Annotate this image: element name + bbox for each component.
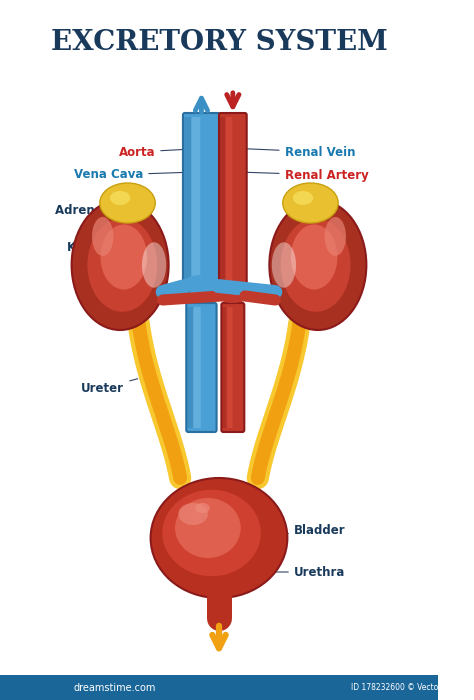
Ellipse shape (293, 191, 313, 205)
Ellipse shape (178, 503, 208, 525)
Ellipse shape (142, 242, 166, 288)
FancyBboxPatch shape (222, 307, 228, 428)
FancyBboxPatch shape (191, 117, 201, 293)
FancyBboxPatch shape (184, 117, 191, 293)
FancyBboxPatch shape (0, 675, 438, 700)
Ellipse shape (309, 202, 325, 216)
Ellipse shape (100, 225, 147, 290)
Text: Bladder: Bladder (277, 524, 346, 536)
Ellipse shape (151, 478, 287, 598)
Ellipse shape (163, 490, 261, 576)
Ellipse shape (113, 202, 129, 216)
FancyBboxPatch shape (225, 117, 232, 293)
Ellipse shape (283, 183, 338, 223)
Text: Urethra: Urethra (240, 566, 345, 578)
Ellipse shape (289, 194, 306, 208)
FancyBboxPatch shape (193, 307, 201, 428)
Text: Ureter: Ureter (82, 379, 138, 395)
Ellipse shape (296, 202, 312, 216)
FancyBboxPatch shape (220, 117, 226, 293)
Ellipse shape (291, 225, 337, 290)
Ellipse shape (100, 183, 155, 223)
Ellipse shape (214, 285, 251, 303)
Ellipse shape (302, 191, 319, 205)
Text: Aorta: Aorta (118, 146, 208, 158)
Ellipse shape (110, 191, 130, 205)
Text: Kidney: Kidney (66, 241, 125, 255)
Ellipse shape (87, 218, 157, 312)
FancyBboxPatch shape (187, 307, 194, 428)
Text: Renal Artery: Renal Artery (240, 169, 368, 181)
Text: Adrenal Gland: Adrenal Gland (55, 204, 150, 216)
FancyBboxPatch shape (219, 113, 246, 297)
Ellipse shape (315, 194, 332, 208)
Text: ID 178232600 © VectorMine: ID 178232600 © VectorMine (351, 683, 460, 692)
Ellipse shape (119, 191, 136, 205)
Ellipse shape (325, 217, 346, 256)
FancyBboxPatch shape (183, 113, 220, 297)
Text: dreamstime.com: dreamstime.com (74, 683, 156, 693)
Text: Renal Vein: Renal Vein (231, 146, 355, 158)
Text: Vena Cava: Vena Cava (74, 169, 194, 181)
Ellipse shape (132, 194, 149, 208)
FancyBboxPatch shape (221, 303, 244, 432)
FancyBboxPatch shape (227, 307, 233, 428)
Ellipse shape (183, 275, 220, 293)
Ellipse shape (195, 503, 210, 513)
Text: EXCRETORY SYSTEM: EXCRETORY SYSTEM (51, 29, 387, 55)
FancyBboxPatch shape (186, 303, 217, 432)
Ellipse shape (72, 200, 169, 330)
Ellipse shape (281, 218, 351, 312)
Ellipse shape (272, 242, 296, 288)
Ellipse shape (175, 498, 241, 558)
Ellipse shape (92, 217, 113, 256)
Ellipse shape (126, 202, 142, 216)
Ellipse shape (269, 200, 366, 330)
Ellipse shape (106, 194, 123, 208)
